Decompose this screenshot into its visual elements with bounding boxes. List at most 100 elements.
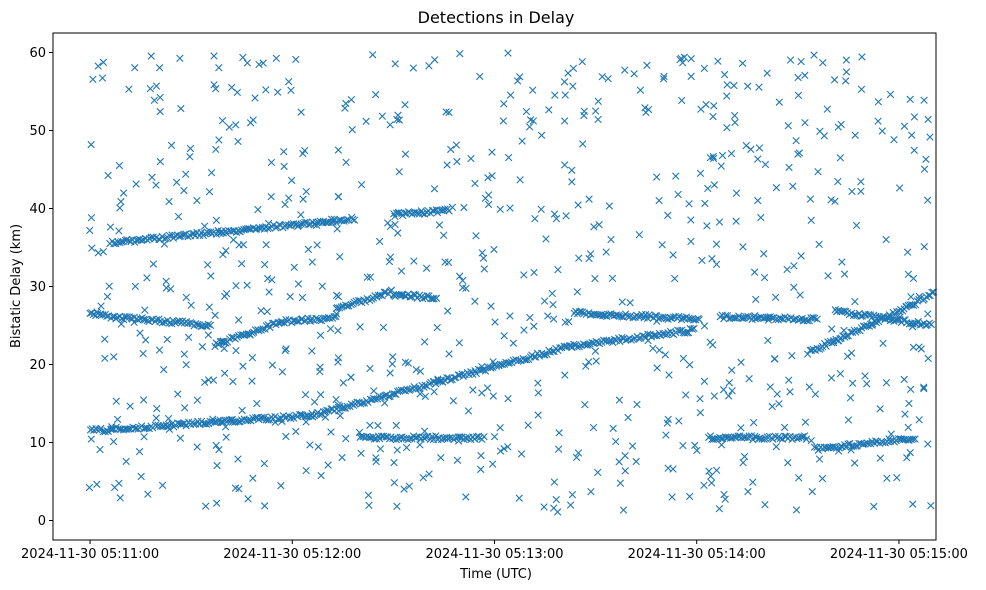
- detection-point: [594, 97, 602, 105]
- detection-point: [255, 60, 263, 69]
- detection-point: [301, 391, 310, 399]
- detection-point: [730, 81, 738, 90]
- detection-point: [152, 316, 161, 324]
- detection-point: [595, 220, 603, 229]
- detection-point: [239, 362, 247, 370]
- detection-point: [89, 310, 98, 319]
- detection-point: [732, 189, 741, 197]
- detection-point: [304, 245, 313, 254]
- detection-point: [202, 420, 211, 428]
- detection-point: [402, 443, 411, 452]
- detection-point: [568, 491, 577, 499]
- detection-point: [273, 88, 282, 96]
- detection-point: [665, 371, 673, 379]
- detection-point: [259, 59, 267, 67]
- detection-point: [116, 494, 124, 502]
- detection-point: [643, 61, 651, 70]
- detection-point: [655, 346, 664, 354]
- detection-point: [668, 493, 676, 501]
- detection-point: [87, 435, 95, 443]
- detection-point: [840, 326, 848, 335]
- detection-point: [541, 351, 549, 359]
- detection-point: [550, 210, 559, 218]
- detection-point: [717, 162, 725, 170]
- detection-point: [544, 312, 552, 320]
- detection-point: [460, 203, 468, 212]
- detection-point: [315, 410, 324, 419]
- detection-point: [655, 196, 663, 205]
- detection-point: [807, 216, 815, 224]
- detection-point: [180, 186, 188, 195]
- detection-point: [462, 284, 470, 293]
- detection-point: [651, 331, 659, 339]
- detection-point: [700, 64, 709, 73]
- detection-point: [277, 482, 285, 490]
- detection-point: [882, 235, 890, 244]
- detection-point: [770, 355, 779, 363]
- detection-point: [453, 157, 461, 166]
- detection-point: [347, 373, 355, 381]
- detection-point: [349, 215, 357, 223]
- detection-point: [165, 425, 174, 434]
- detection-point: [182, 170, 190, 178]
- detection-point: [760, 273, 769, 282]
- detection-point: [635, 334, 643, 343]
- detection-point: [452, 141, 461, 149]
- detection-point: [212, 441, 220, 450]
- y-tick-label: 40: [29, 202, 46, 217]
- detection-point: [335, 407, 343, 415]
- detection-point: [816, 127, 824, 136]
- detection-point: [249, 474, 257, 482]
- detection-point: [858, 53, 866, 61]
- detection-point: [585, 254, 593, 263]
- detection-point: [878, 127, 886, 135]
- detection-point: [119, 237, 127, 246]
- detection-point: [147, 52, 155, 60]
- detection-point: [704, 184, 712, 193]
- detection-point: [285, 78, 293, 86]
- detection-point: [220, 369, 229, 377]
- detection-point: [89, 75, 97, 83]
- detection-point: [450, 373, 459, 382]
- detection-point: [251, 94, 259, 102]
- detection-point: [790, 283, 798, 292]
- detection-point: [916, 321, 924, 329]
- detection-point: [927, 501, 935, 510]
- detection-point: [126, 402, 134, 410]
- detection-point: [204, 331, 213, 339]
- detection-point: [232, 282, 240, 290]
- detection-point: [292, 427, 300, 436]
- detection-point: [212, 216, 221, 224]
- detection-point: [861, 372, 869, 380]
- detection-point: [690, 324, 698, 333]
- detection-point: [375, 237, 384, 246]
- detection-point: [815, 240, 823, 248]
- detection-point: [156, 107, 164, 116]
- detection-point: [395, 116, 404, 124]
- detection-point: [149, 260, 158, 268]
- detection-point: [364, 491, 373, 499]
- detection-point: [683, 329, 691, 337]
- detection-point: [203, 261, 212, 269]
- detection-point: [263, 274, 272, 283]
- detection-point: [239, 53, 247, 62]
- detection-point: [234, 137, 242, 146]
- detection-point: [280, 162, 288, 171]
- detection-point: [786, 388, 794, 396]
- detection-point: [616, 479, 625, 487]
- detection-point: [469, 386, 477, 394]
- detection-point: [356, 323, 364, 331]
- detection-point: [437, 377, 445, 385]
- detection-point: [581, 400, 589, 409]
- detection-point: [316, 391, 325, 399]
- detection-point: [182, 361, 190, 369]
- detection-point: [615, 458, 623, 466]
- detection-point: [513, 77, 522, 85]
- detection-point: [797, 57, 805, 66]
- detection-point: [589, 423, 598, 432]
- detection-point: [691, 441, 699, 450]
- detection-point: [530, 322, 538, 330]
- detection-point: [334, 354, 343, 362]
- detection-point: [805, 383, 814, 391]
- detection-point: [857, 187, 865, 195]
